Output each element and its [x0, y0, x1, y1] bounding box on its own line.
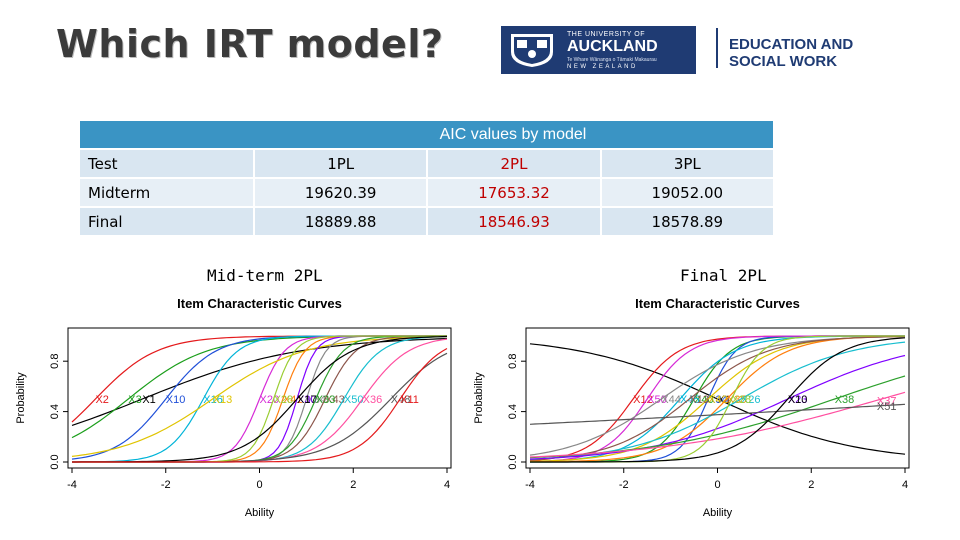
icc-curve-x10	[530, 337, 906, 463]
x-tick-label: 2	[350, 479, 356, 491]
x-tick-label: -2	[619, 479, 629, 491]
x-tick-label: -4	[525, 479, 535, 491]
logo-text-name: AUCKLAND	[567, 38, 658, 55]
curve-label: X51	[877, 401, 897, 413]
y-tick-label: 0.8	[49, 354, 61, 369]
x-tick-label: -2	[161, 479, 171, 491]
curve-label: X34	[306, 394, 326, 406]
logo-text-top: THE UNIVERSITY OF	[567, 31, 645, 38]
icc-curve-x37	[529, 391, 906, 458]
curve-label: X12	[633, 394, 653, 406]
icc-curve-x13	[529, 335, 906, 461]
table-row: Final 18889.88 18546.93 18578.89	[80, 208, 773, 237]
header-3pl: 3PL	[599, 150, 773, 179]
y-axis-label: Probability	[473, 372, 485, 424]
plot-title: Item Characteristic Curves	[177, 296, 342, 311]
x-tick-label: 4	[444, 479, 450, 491]
curve-label: X30	[297, 394, 317, 406]
curve-label: X50	[344, 394, 364, 406]
curve-label: X16	[203, 394, 223, 406]
table-caption-blank	[80, 121, 253, 150]
x-tick-label: -4	[67, 479, 77, 491]
plot-right-caption: Final 2PL	[680, 266, 767, 285]
y-tick-label: 0.4	[49, 404, 61, 419]
icc-plot-midterm: Item Characteristic Curves X1 X2 X3 X10 X16 X2…	[15, 296, 452, 519]
curve-label: X43	[325, 394, 345, 406]
curve-label: X38	[835, 394, 855, 406]
cell-final-2pl: 18546.93	[426, 208, 600, 237]
table-header-row: Test 1PL 2PL 3PL	[80, 150, 773, 179]
curve-label: X26	[741, 394, 761, 406]
page-title: Which IRT model?	[56, 22, 444, 66]
plot-left-caption: Mid-term 2PL	[207, 266, 323, 285]
curve-label: X13	[689, 394, 709, 406]
x-axis-label: Ability	[703, 507, 733, 519]
icc-curve-x23	[529, 354, 906, 460]
curve-label: X35	[727, 394, 747, 406]
curve-label: X23	[788, 394, 808, 406]
y-tick-label: 0.0	[507, 454, 519, 469]
header-1pl: 1PL	[253, 150, 427, 179]
shield-icon	[511, 34, 553, 67]
icc-curve-x2	[71, 335, 447, 423]
curve-label: X33	[316, 394, 336, 406]
row-label-final: Final	[80, 208, 253, 237]
curve-label: X13	[213, 394, 233, 406]
curve-label: X44	[661, 394, 681, 406]
y-axis-label: Probability	[15, 372, 27, 424]
plot-title: Item Characteristic Curves	[635, 296, 800, 311]
table-caption: AIC values by model	[253, 121, 773, 150]
curve-label: X2	[95, 394, 108, 406]
x-axis-label: Ability	[245, 507, 275, 519]
cell-final-1pl: 18889.88	[253, 208, 427, 237]
curve-label: X3	[128, 394, 141, 406]
university-logo: THE UNIVERSITY OF AUCKLAND Te Whare Wāna…	[501, 26, 696, 74]
curve-label: X17	[297, 394, 317, 406]
x-tick-label: 4	[902, 479, 908, 491]
table-row: Midterm 19620.39 17653.32 19052.00	[80, 179, 773, 208]
aic-table: AIC values by model Test 1PL 2PL 3PL Mid…	[80, 121, 773, 237]
table-caption-row: AIC values by model	[80, 121, 773, 150]
row-label-midterm: Midterm	[80, 179, 253, 208]
y-tick-label: 0.0	[49, 454, 61, 469]
y-tick-label: 0.8	[507, 354, 519, 369]
curve-label: X42	[708, 394, 728, 406]
curve-label: X10	[788, 394, 808, 406]
header-2pl: 2PL	[426, 150, 600, 179]
header-test: Test	[80, 150, 253, 179]
logo-text-maori: Te Whare Wānanga o Tāmaki Makaurau	[567, 57, 657, 63]
cell-final-3pl: 18578.89	[599, 208, 773, 237]
curve-label: X48	[391, 394, 411, 406]
department-line-1: EDUCATION AND	[729, 36, 854, 53]
x-tick-label: 0	[256, 479, 262, 491]
cell-midterm-2pl: 17653.32	[426, 179, 600, 208]
curve-label: X11	[400, 394, 419, 406]
cell-midterm-1pl: 19620.39	[253, 179, 427, 208]
curve-label: X37	[877, 395, 897, 407]
x-tick-label: 2	[808, 479, 814, 491]
icc-curve-x3	[71, 335, 447, 439]
department-line-2: SOCIAL WORK	[729, 53, 838, 70]
icc-curve-x11	[72, 347, 448, 463]
curve-label: X10	[166, 394, 186, 406]
curve-label: X28	[732, 394, 752, 406]
department-name: EDUCATION AND SOCIAL WORK	[729, 36, 853, 70]
cell-midterm-3pl: 19052.00	[599, 179, 773, 208]
icc-curve-x1	[529, 343, 906, 455]
logo-text-country: NEW ZEALAND	[567, 64, 638, 70]
curve-label: X36	[363, 394, 383, 406]
curve-label: X1	[718, 394, 731, 406]
logo-divider	[716, 28, 718, 68]
curve-label: X1	[142, 394, 155, 406]
curve-label: X50	[647, 394, 667, 406]
curve-label: X28	[274, 394, 294, 406]
y-tick-label: 0.4	[507, 404, 519, 419]
x-tick-label: 0	[714, 479, 720, 491]
icc-curve-x51	[529, 403, 906, 425]
